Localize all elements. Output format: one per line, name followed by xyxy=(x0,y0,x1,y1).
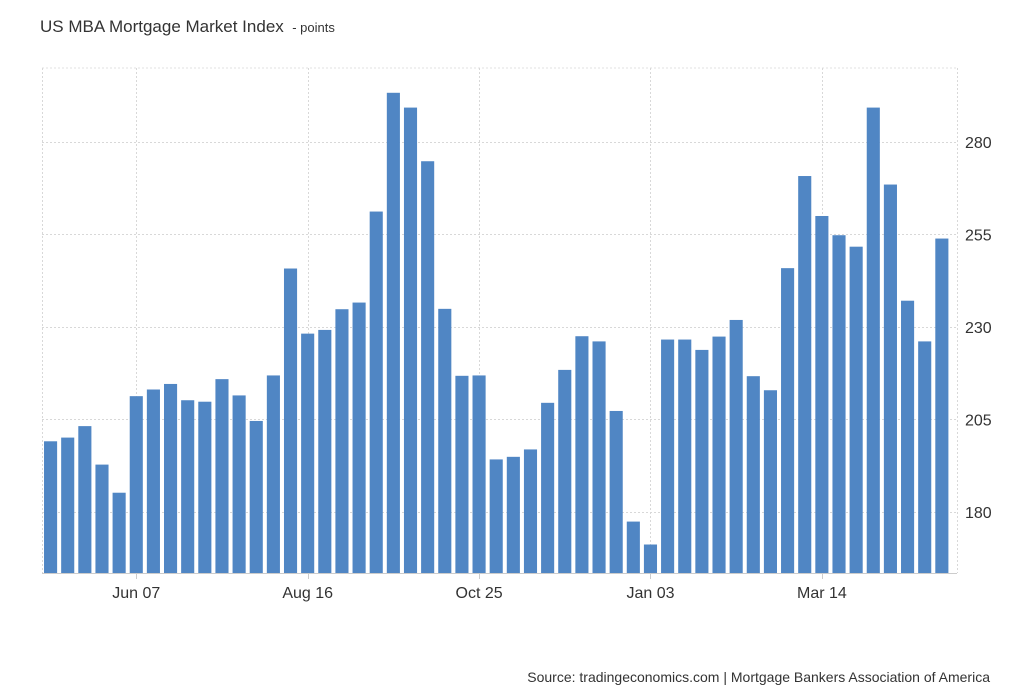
y-tick-label: 180 xyxy=(965,505,992,522)
bar[interactable] xyxy=(763,390,777,573)
bar[interactable] xyxy=(198,401,212,573)
bar[interactable] xyxy=(558,369,572,573)
bar[interactable] xyxy=(506,456,520,573)
bar[interactable] xyxy=(883,184,897,574)
y-tick-label: 255 xyxy=(965,228,992,245)
bar[interactable] xyxy=(815,215,829,574)
x-tick-label: Jun 07 xyxy=(112,585,160,602)
bar[interactable] xyxy=(249,420,263,573)
source-note: Source: tradingeconomics.com | Mortgage … xyxy=(527,669,990,685)
y-tick-label: 280 xyxy=(965,135,992,152)
bar[interactable] xyxy=(318,329,332,573)
bar[interactable] xyxy=(798,176,812,573)
bar[interactable] xyxy=(523,449,538,573)
bar[interactable] xyxy=(164,383,178,573)
x-tick-label: Oct 25 xyxy=(456,585,503,602)
bar[interactable] xyxy=(592,341,606,573)
bar[interactable] xyxy=(232,395,246,573)
bar[interactable] xyxy=(472,375,486,573)
chart-title-group: US MBA Mortgage Market Index - points xyxy=(40,17,335,37)
bar[interactable] xyxy=(215,379,229,573)
bar[interactable] xyxy=(438,308,452,573)
bar[interactable] xyxy=(95,464,109,573)
bar[interactable] xyxy=(146,389,160,574)
bar-series[interactable] xyxy=(44,92,949,574)
bar[interactable] xyxy=(832,235,846,573)
chart-subtitle: - points xyxy=(292,20,335,35)
x-tick-label: Mar 14 xyxy=(797,585,847,602)
bar[interactable] xyxy=(609,410,623,573)
bar[interactable] xyxy=(866,107,880,573)
bar[interactable] xyxy=(301,333,315,573)
bar[interactable] xyxy=(678,339,692,573)
y-tick-label: 205 xyxy=(965,413,992,430)
x-tick-label: Jan 03 xyxy=(626,585,674,602)
bar[interactable] xyxy=(541,402,555,573)
bar[interactable] xyxy=(44,441,58,573)
bar[interactable] xyxy=(575,336,589,573)
bar[interactable] xyxy=(352,302,366,573)
bar[interactable] xyxy=(695,349,709,573)
bar[interactable] xyxy=(746,376,760,573)
bar[interactable] xyxy=(918,341,932,573)
bar[interactable] xyxy=(421,161,435,574)
bar[interactable] xyxy=(935,238,949,574)
bar[interactable] xyxy=(455,375,469,573)
bar[interactable] xyxy=(78,426,92,573)
bar[interactable] xyxy=(403,107,418,573)
bar[interactable] xyxy=(901,300,915,573)
bar[interactable] xyxy=(626,521,640,573)
bar[interactable] xyxy=(849,246,863,573)
chart-title: US MBA Mortgage Market Index xyxy=(40,17,284,36)
bar[interactable] xyxy=(181,400,195,573)
bar[interactable] xyxy=(283,268,298,573)
bar[interactable] xyxy=(112,492,126,573)
x-axis: Jun 07 Aug 16 Oct 25 Jan 03 Mar 14 xyxy=(112,573,847,602)
bar[interactable] xyxy=(129,396,143,573)
y-tick-label: 230 xyxy=(965,320,992,337)
bar[interactable] xyxy=(729,319,743,573)
bar[interactable] xyxy=(781,268,795,573)
bar[interactable] xyxy=(386,92,400,573)
bar[interactable] xyxy=(369,211,383,574)
bar[interactable] xyxy=(335,309,349,573)
y-axis: 180 205 230 255 280 xyxy=(965,135,992,522)
bar[interactable] xyxy=(712,336,726,573)
x-tick-label: Aug 16 xyxy=(282,585,333,602)
bar[interactable] xyxy=(266,375,280,573)
bar[interactable] xyxy=(61,437,75,573)
bar[interactable] xyxy=(489,459,503,573)
bar[interactable] xyxy=(643,544,658,573)
bar[interactable] xyxy=(661,339,675,573)
